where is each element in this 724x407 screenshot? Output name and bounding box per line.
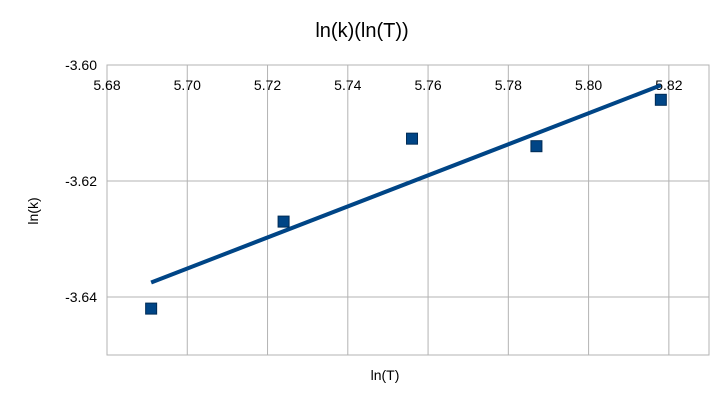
y-tick-label: -3.60	[65, 57, 97, 73]
x-tick-label: 5.80	[575, 77, 602, 93]
x-tick-label: 5.72	[254, 77, 281, 93]
chart-title: ln(k)(ln(T))	[315, 20, 409, 42]
x-tick-label: 5.74	[334, 77, 361, 93]
data-point	[530, 140, 543, 153]
x-tick-label: 5.82	[655, 77, 682, 93]
y-tick-label: -3.64	[65, 289, 97, 305]
y-tick-label: -3.62	[65, 173, 97, 189]
x-tick-label: 5.76	[414, 77, 441, 93]
x-tick-label: 5.68	[93, 77, 120, 93]
x-axis-label: ln(T)	[370, 367, 400, 383]
plot-frame	[106, 64, 710, 356]
data-point	[406, 132, 419, 145]
data-point	[654, 93, 667, 106]
data-point	[277, 215, 290, 228]
data-point	[145, 302, 158, 315]
x-tick-label: 5.78	[495, 77, 522, 93]
x-tick-label: 5.70	[174, 77, 201, 93]
trendline	[150, 83, 662, 285]
